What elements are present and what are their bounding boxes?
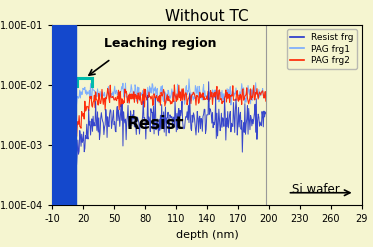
Text: Leaching region: Leaching region (104, 37, 217, 50)
Bar (52, 25, 76, 205)
Legend: Resist frg, PAG frg1, PAG frg2: Resist frg, PAG frg1, PAG frg2 (287, 29, 357, 69)
X-axis label: depth (nm): depth (nm) (176, 230, 238, 240)
Text: Resist: Resist (127, 115, 184, 133)
Text: Si wafer: Si wafer (292, 183, 339, 196)
Title: Without TC: Without TC (165, 9, 249, 23)
